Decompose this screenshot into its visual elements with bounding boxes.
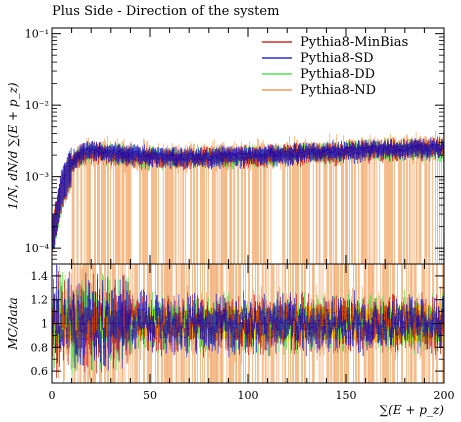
legend-label-pythia8-minbias: Pythia8-MinBias bbox=[300, 35, 408, 50]
x-tick-label: 200 bbox=[434, 389, 455, 402]
ratio-y-tick-label: 0.8 bbox=[31, 341, 49, 354]
series-line-pythia8-nd bbox=[52, 142, 444, 229]
y-tick-label: 10⁻³ bbox=[25, 171, 49, 184]
x-tick-label: 50 bbox=[143, 389, 157, 402]
ratio-y-tick-label: 1.2 bbox=[31, 294, 49, 307]
x-tick-label: 150 bbox=[336, 389, 357, 402]
main-panel-plot bbox=[52, 130, 444, 264]
x-tick-label: 100 bbox=[238, 389, 259, 402]
y-tick-label: 10⁻¹ bbox=[25, 28, 49, 41]
x-tick-label: 0 bbox=[49, 389, 56, 402]
ratio-axis-label: MC/data bbox=[6, 297, 20, 350]
y-tick-label: 10⁻² bbox=[25, 99, 49, 112]
ratio-y-tick-label: 1.4 bbox=[31, 270, 49, 283]
main-panel-frame bbox=[51, 27, 445, 265]
legend-label-pythia8-sd: Pythia8-SD bbox=[300, 51, 374, 66]
legend-label-pythia8-dd: Pythia8-DD bbox=[300, 67, 375, 82]
ratio-y-tick-label: 1 bbox=[41, 318, 48, 331]
ratio-panel-plot bbox=[52, 264, 444, 383]
legend-label-pythia8-nd: Pythia8-ND bbox=[300, 83, 376, 98]
ratio-y-tick-label: 0.6 bbox=[31, 365, 49, 378]
y-tick-label: 10⁻⁴ bbox=[25, 242, 50, 255]
chart-title: Plus Side - Direction of the system bbox=[52, 4, 280, 19]
x-axis-label: ∑(E + p_z) bbox=[380, 403, 445, 417]
y-axis-label: 1/N, dN/d ∑(E + p_z) bbox=[6, 82, 20, 209]
series-pythia8-sd bbox=[52, 137, 444, 249]
series-line-pythia8-sd bbox=[52, 143, 444, 228]
